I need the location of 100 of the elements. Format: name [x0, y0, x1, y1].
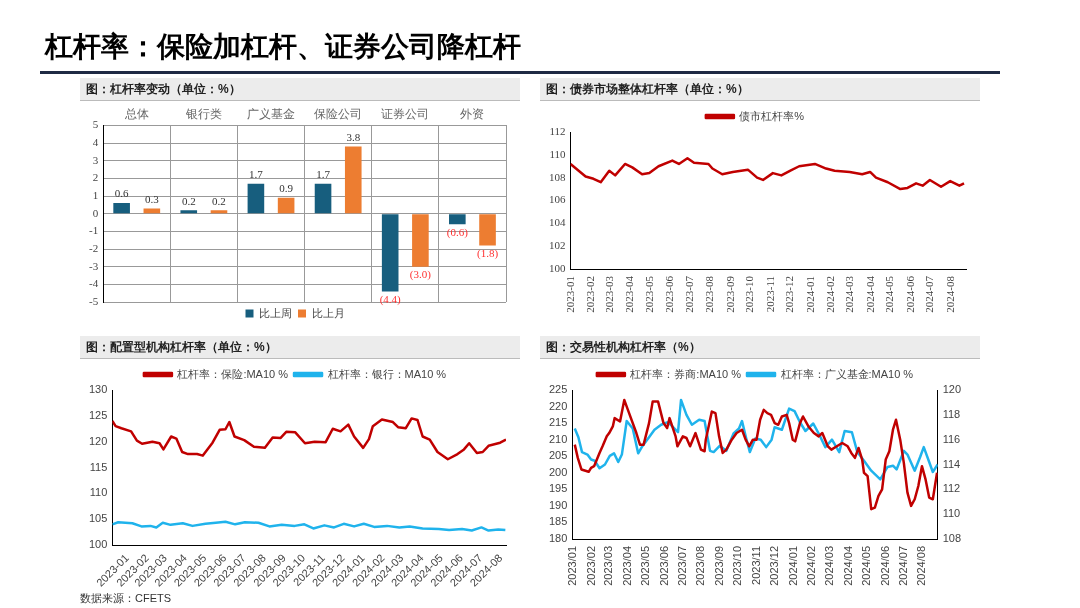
x-tick-label: 2023/06	[657, 546, 670, 586]
x-tick-label: 2023/10	[731, 546, 744, 586]
y-tick-label: 3	[92, 153, 99, 166]
x-tick-label: 总体	[123, 107, 149, 122]
y-tick-label: 100	[88, 538, 108, 551]
x-tick-label: 2024-08	[943, 275, 956, 313]
x-tick-label: 广义基金	[247, 107, 296, 122]
y-tick-label: 2	[92, 171, 99, 184]
y-tick-label: 110	[549, 147, 566, 160]
y2-tick-label: 110	[942, 507, 961, 520]
bar	[180, 210, 198, 214]
y2-tick-label: 114	[942, 457, 961, 470]
x-tick-label: 证券公司	[381, 107, 430, 122]
y-tick-label: 100	[549, 261, 566, 274]
y-tick-label: 120	[88, 434, 108, 447]
bar	[143, 208, 161, 214]
chart-title: 杠杆率：保险加杠杆、证券公司降杠杆	[45, 30, 521, 64]
legend-label: 杠杆率：广义基金:MA10 %	[779, 367, 914, 380]
y-tick-label: 215	[548, 416, 568, 429]
y-tick-label: 200	[548, 465, 568, 478]
y-tick-label: 0	[92, 206, 99, 219]
data-label: 3.8	[346, 130, 361, 143]
data-label: 0.2	[181, 194, 196, 207]
x-tick-label: 2024/08	[915, 546, 928, 586]
data-label: 1.7	[249, 168, 264, 181]
data-label: 1.7	[316, 168, 331, 181]
x-tick-label: 2023-04	[623, 275, 636, 313]
x-tick-label: 2024-05	[883, 275, 896, 313]
y-tick-label: 220	[548, 399, 568, 412]
x-tick-label: 外资	[460, 107, 485, 122]
x-tick-label: 2024/03	[822, 546, 835, 586]
x-tick-label: 2023/02	[585, 546, 598, 586]
x-tick-label: 2023/09	[713, 546, 726, 586]
x-tick-label: 2023-12	[783, 276, 796, 313]
x-tick-label: 2024/02	[805, 546, 818, 586]
bar	[210, 210, 228, 214]
y-tick-label: 1	[92, 188, 99, 201]
y-tick-label: 125	[88, 408, 108, 421]
x-tick-label: 2024-06	[903, 275, 916, 313]
x-tick-label: 2023-09	[723, 275, 736, 313]
x-tick-label: 2023/12	[768, 546, 781, 586]
x-tick-label: 2023-07	[682, 275, 695, 313]
x-tick-label: 2024-03	[843, 275, 856, 313]
chart-subtitle: 图：配置型机构杠杆率（单位：%）	[80, 336, 520, 359]
bar	[277, 197, 295, 214]
x-tick-label: 2024/07	[896, 546, 909, 586]
y-tick-label: 180	[548, 532, 568, 545]
x-tick-label: 2023-02	[584, 276, 597, 313]
y-tick-label: -1	[88, 224, 99, 237]
x-tick-label: 2024/04	[841, 546, 854, 586]
bar	[449, 214, 466, 225]
y2-tick-label: 108	[942, 532, 962, 545]
y-tick-label: 102	[549, 239, 566, 252]
x-tick-label: 2023-08	[703, 275, 716, 313]
bar	[113, 203, 130, 214]
y-tick-label: 106	[549, 193, 566, 206]
x-tick-label: 2024-07	[923, 275, 936, 313]
legend-label: 比上月	[311, 306, 345, 319]
x-tick-label: 2023/03	[601, 546, 614, 586]
bar	[247, 183, 265, 214]
x-tick-label: 2024-01	[803, 276, 816, 313]
bar	[381, 214, 399, 292]
legend-label: 债市杠杆率%	[739, 109, 805, 122]
x-tick-label: 2023/04	[620, 546, 633, 586]
y-tick-label: 205	[548, 449, 568, 462]
x-tick-label: 2023/01	[566, 546, 579, 586]
legend-label: 杠杆率：保险:MA10 %	[176, 367, 289, 380]
y-tick-label: 210	[548, 432, 568, 445]
y-tick-label: 110	[89, 486, 108, 499]
legend-label: 杠杆率：券商:MA10 %	[629, 367, 742, 380]
x-tick-label: 2023/07	[675, 546, 688, 586]
y-tick-label: 4	[92, 135, 99, 148]
y-tick-label: 112	[549, 124, 566, 137]
x-tick-label: 2023-06	[663, 275, 676, 313]
legend-label: 比上周	[259, 306, 292, 319]
x-tick-label: 2024/05	[859, 546, 872, 586]
y-tick-label: 185	[548, 515, 568, 528]
x-tick-label: 2023/08	[694, 546, 707, 586]
y-tick-label: -5	[88, 294, 99, 307]
y-tick-label: -2	[88, 241, 99, 254]
x-tick-label: 银行类	[184, 107, 222, 122]
data-label: 0.9	[279, 182, 294, 195]
data-label: 0.3	[144, 192, 160, 205]
y2-tick-label: 120	[942, 383, 962, 396]
data-label: 0.2	[212, 194, 226, 207]
y2-tick-label: 118	[942, 407, 961, 420]
data-label: (0.6)	[446, 225, 469, 239]
y2-tick-label: 116	[942, 432, 961, 445]
y2-tick-label: 112	[942, 482, 961, 495]
source-note: 数据来源：CFETS	[80, 591, 173, 606]
x-tick-label: 2023/05	[638, 546, 651, 586]
data-label: (4.4)	[379, 292, 402, 306]
x-tick-label: 2023/11	[749, 546, 762, 585]
y-tick-label: 105	[88, 512, 108, 525]
x-tick-label: 2023-03	[602, 275, 615, 313]
legend-label: 杠杆率：银行：MA10 %	[326, 367, 447, 380]
bar	[479, 214, 496, 246]
x-tick-label: 2023-01	[564, 276, 576, 313]
x-tick-label: 2023-10	[743, 275, 756, 313]
y-tick-label: -4	[88, 277, 99, 290]
